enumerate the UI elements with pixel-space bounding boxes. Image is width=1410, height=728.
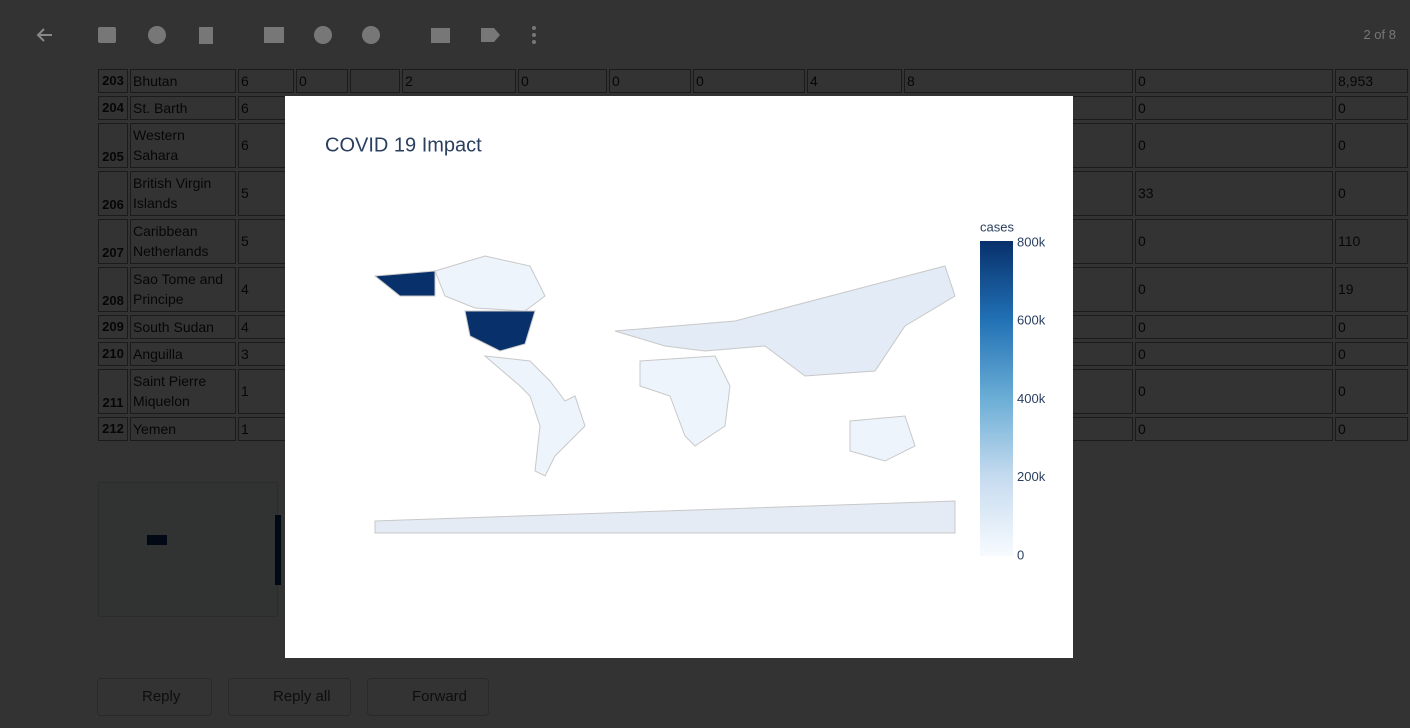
colorbar-tick-label: 400k xyxy=(1017,391,1046,406)
mark-unread-icon[interactable] xyxy=(264,27,284,43)
preview-title: COVID 19 Impact xyxy=(325,134,482,156)
colorbar-title: cases xyxy=(980,219,1014,234)
colorbar-tick-label: 800k xyxy=(1017,234,1046,249)
colorbar-tick-label: 600k xyxy=(1017,313,1046,328)
message-counter: 2 of 8 xyxy=(1363,27,1396,42)
delete-icon[interactable] xyxy=(199,27,213,44)
colorbar-ticks: 800k 600k 400k 200k 0 xyxy=(1017,234,1046,562)
add-task-icon[interactable] xyxy=(362,26,380,44)
colorbar xyxy=(980,241,1013,556)
image-preview: COVID 19 Impact cases 800k 600k 400k 200k 0 xyxy=(285,96,1073,658)
move-icon[interactable] xyxy=(431,28,450,43)
more-icon[interactable] xyxy=(532,26,536,44)
snooze-icon[interactable] xyxy=(314,26,332,44)
label-icon[interactable] xyxy=(481,28,500,42)
map-countries xyxy=(373,255,956,534)
colorbar-tick-label: 200k xyxy=(1017,469,1046,484)
back-icon[interactable] xyxy=(36,28,52,42)
toolbar xyxy=(36,26,536,44)
colorbar-tick-label: 0 xyxy=(1017,547,1024,562)
spam-icon[interactable] xyxy=(148,26,166,44)
map-image: COVID 19 Impact cases 800k 600k 400k 200k 0 xyxy=(325,134,1046,562)
archive-icon[interactable] xyxy=(98,27,116,43)
